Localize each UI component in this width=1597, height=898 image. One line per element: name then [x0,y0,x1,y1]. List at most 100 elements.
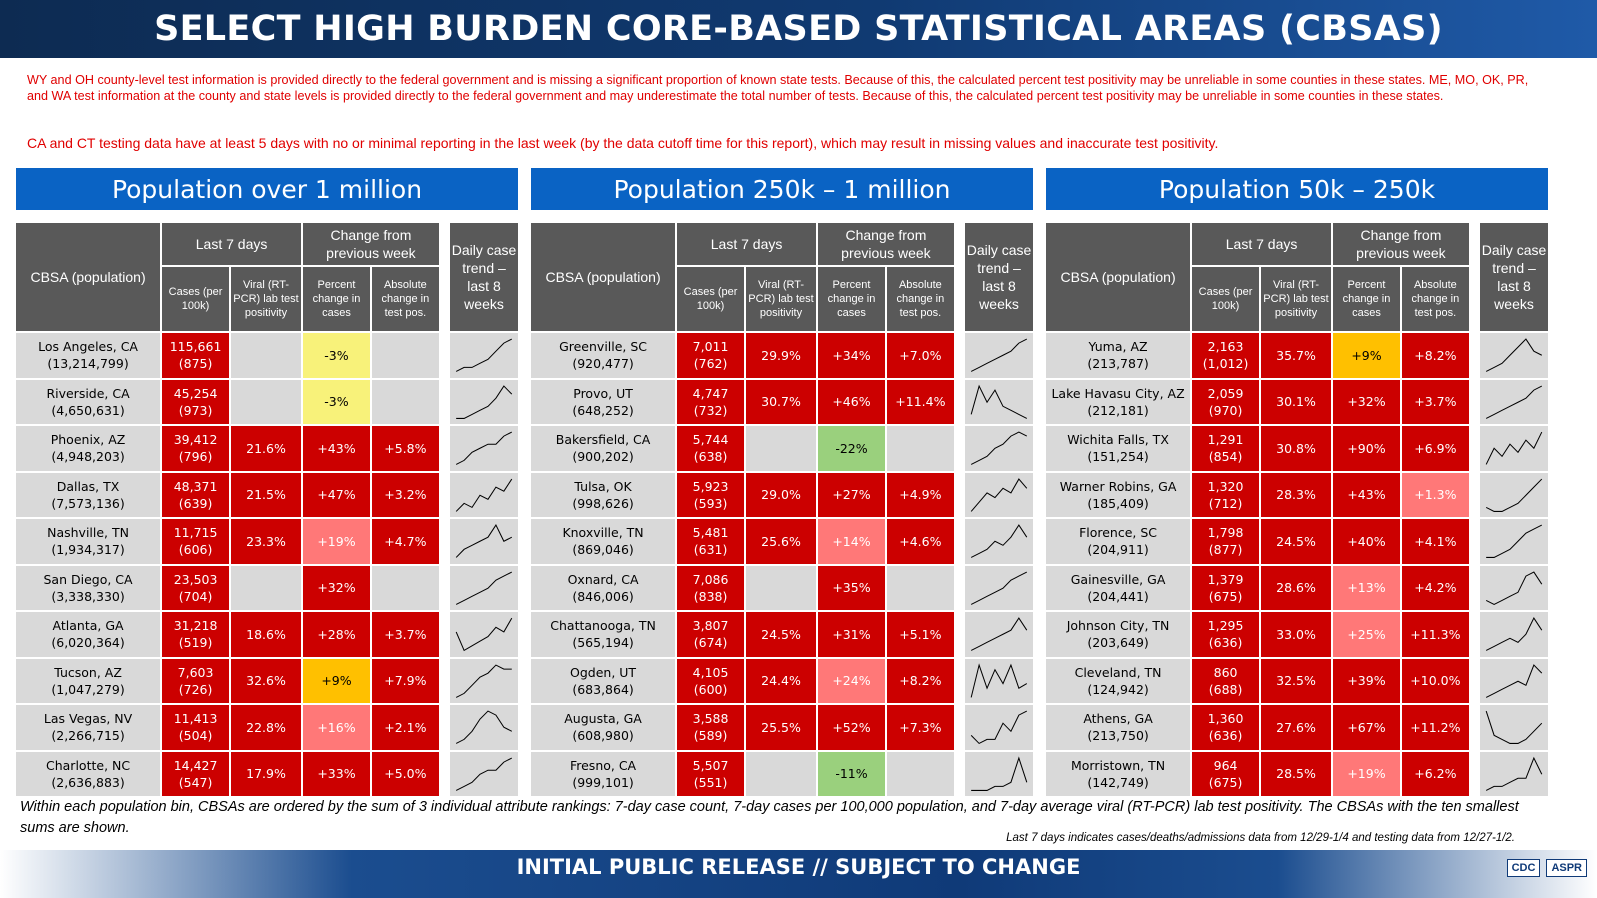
trend-line [455,431,513,465]
percent-change-header: Percent change in cases [1333,267,1400,331]
trend-line [1485,756,1543,791]
cbsa-name: Morristown, TN [1071,757,1166,773]
cases-per-100k: (875) [178,356,213,372]
panel-title: Population 50k – 250k [1046,168,1548,210]
trend-line [455,478,513,512]
absolute-change-cell: +11.3% [1401,612,1469,657]
cases-per-100k: (973) [178,402,213,418]
percent-change-header: Percent change in cases [818,267,885,331]
cases-per-100k: (631) [693,542,728,558]
last7-header: Last 7 days [1192,223,1332,265]
cbsa-name: Lake Havasu City, AZ [1051,385,1185,401]
cbsa-name: Johnson City, TN [1066,618,1170,634]
cases-per-100k: (636) [1208,728,1243,744]
cbsa-name-cell: Wichita Falls, TX (151,254) [1046,426,1191,471]
trend-sparkline-cell [450,333,518,378]
table-row: San Diego, CA (3,338,330) 23,503 (704) +32% [16,565,518,610]
percent-change-cell: -11% [818,751,885,796]
absolute-change-cell: +1.3% [1401,472,1469,517]
cases-cell: 7,086 (838) [677,565,745,610]
cases-header: Cases (per 100k) [677,267,745,331]
trend-sparkline [1485,431,1543,465]
cbsa-population: (4,650,631) [51,402,125,418]
table-row: Knoxville, TN (869,046) 5,481 (631) 25.6% +14… [531,519,1033,564]
absolute-change-cell: +5.0% [371,751,439,796]
positivity-cell [746,751,817,796]
cbsa-name-cell: Las Vegas, NV (2,266,715) [16,705,161,750]
trend-line [970,338,1028,372]
absolute-change-cell: +6.2% [1401,751,1469,796]
cases-cell: 1,798 (877) [1192,519,1260,564]
cbsa-name: Knoxville, TN [562,525,644,541]
cases-cell: 7,603 (726) [162,658,230,703]
cbsa-name-cell: Greenville, SC (920,477) [531,333,676,378]
release-banner: INITIAL PUBLIC RELEASE // SUBJECT TO CHA… [0,850,1597,898]
cbsa-name: Atlanta, GA [52,618,124,634]
cases-per-100k: (675) [1208,588,1243,604]
cbsa-name-cell: Nashville, TN (1,934,317) [16,519,161,564]
case-count: 31,218 [173,618,218,634]
cbsa-population: (213,787) [1087,356,1149,372]
positivity-cell [746,565,817,610]
absolute-change-cell: +4.1% [1401,519,1469,564]
cbsa-name-cell: Ogden, UT (683,864) [531,658,676,703]
case-count: 2,163 [1207,339,1244,355]
positivity-cell: 18.6% [231,612,302,657]
positivity-cell: 30.7% [746,379,817,424]
trend-line [971,755,1028,791]
cbsa-name: Provo, UT [573,385,633,401]
case-count: 1,360 [1207,711,1244,727]
case-count: 11,715 [173,525,218,541]
table-row: Los Angeles, CA (13,214,799) 115,661 (875) -… [16,333,518,378]
cbsa-name: Yuma, AZ [1088,339,1148,355]
trend-sparkline [970,710,1028,745]
cases-per-100k: (726) [178,681,213,697]
cases-per-100k: (551) [693,774,728,790]
absolute-change-cell: +10.0% [1401,658,1469,703]
trend-line [1485,385,1543,419]
cases-per-100k: (638) [693,449,728,465]
cbsa-name-cell: Augusta, GA (608,980) [531,705,676,750]
data-caveat-note: WY and OH county-level test information … [27,73,1529,103]
case-count: 3,807 [692,618,729,634]
case-count: 860 [1213,664,1238,680]
trend-sparkline-cell [1480,565,1548,610]
cases-per-100k: (796) [178,449,213,465]
cases-header: Cases (per 100k) [162,267,230,331]
trend-sparkline-cell [1480,333,1548,378]
absolute-change-cell: +7.0% [886,333,954,378]
cases-cell: 1,291 (854) [1192,426,1260,471]
trend-sparkline-cell [1480,519,1548,564]
absolute-change-cell: +5.1% [886,612,954,657]
absolute-change-cell: +7.3% [886,705,954,750]
absolute-change-cell: +8.2% [1401,333,1469,378]
date-range-footnote: Last 7 days indicates cases/deaths/admis… [1006,832,1515,844]
table-row: Greenville, SC (920,477) 7,011 (762) 29.9% +3… [531,333,1033,378]
ordering-footnote: Within each population bin, CBSAs are or… [20,799,1519,836]
trend-sparkline [970,617,1028,651]
absolute-change-cell: +6.9% [1401,426,1469,471]
cases-cell: 5,481 (631) [677,519,745,564]
positivity-cell: 29.0% [746,472,817,517]
table-row: Athens, GA (213,750) 1,360 (636) 27.6% +67% +1… [1046,705,1548,750]
case-count: 1,291 [1207,432,1244,448]
cbsa-population: (204,911) [1087,542,1149,558]
table-row: Provo, UT (648,252) 4,747 (732) 30.7% +46% +11… [531,379,1033,424]
cdc-logo: CDC [1506,859,1541,877]
trend-sparkline-cell [1480,658,1548,703]
percent-change-cell: +52% [818,705,885,750]
trend-line [455,663,512,698]
cbsa-name: Tucson, AZ [54,664,122,680]
percent-change-cell: +32% [1333,379,1400,424]
trend-sparkline-cell [965,565,1033,610]
cbsa-name: Chattanooga, TN [550,618,656,634]
cases-cell: 1,320 (712) [1192,472,1260,517]
cbsa-population: (2,636,883) [51,774,125,790]
cbsa-population: (1,934,317) [51,542,125,558]
trend-header: Daily case trend – last 8 weeks [450,223,518,331]
cbsa-population: (142,749) [1087,774,1149,790]
cbsa-population: (3,338,330) [51,588,125,604]
cbsa-name: Phoenix, AZ [50,432,126,448]
cbsa-name: Las Vegas, NV [43,711,133,727]
positivity-cell: 28.5% [1261,751,1332,796]
